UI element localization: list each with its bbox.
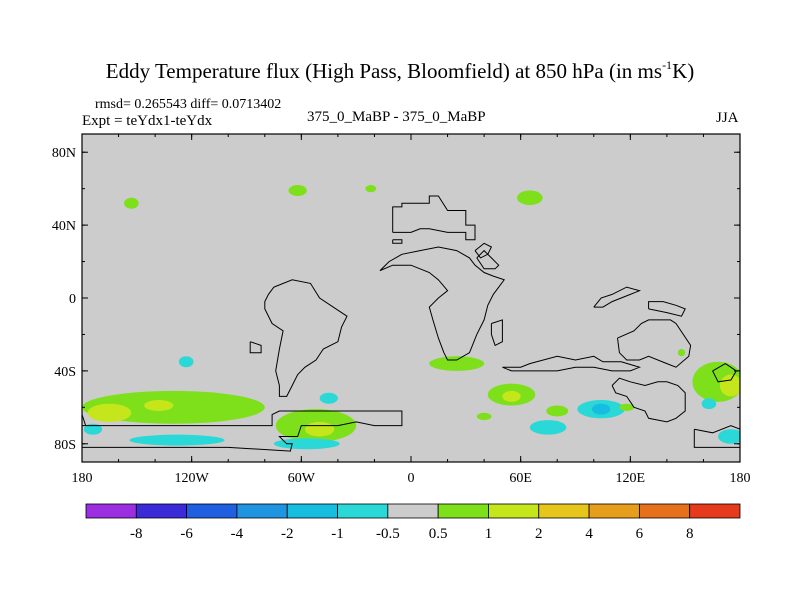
field-region-5 bbox=[129, 434, 225, 446]
field-region-4 bbox=[304, 421, 335, 437]
y-tick-label-3: 40S bbox=[54, 365, 76, 380]
land-outline-14 bbox=[712, 363, 737, 383]
colorbar-label-10: 6 bbox=[636, 526, 644, 542]
colorbar-swatch-12 bbox=[689, 503, 741, 519]
y-tick-label-1: 40N bbox=[52, 219, 76, 234]
field-region-11 bbox=[288, 185, 307, 196]
colorbar-swatch-0 bbox=[85, 503, 137, 519]
land-outline-11 bbox=[617, 319, 692, 368]
colorbar-swatch-5 bbox=[337, 503, 389, 519]
runs-label: 375_0_MaBP - 375_0_MaBP bbox=[307, 109, 486, 125]
y-axis: 80N 40N 0 40S 80S bbox=[52, 146, 740, 453]
land-outline-5 bbox=[249, 341, 262, 354]
colorbar-label-1: -6 bbox=[180, 526, 193, 542]
colorbar-swatch-2 bbox=[186, 503, 238, 519]
field-regions bbox=[82, 185, 740, 450]
title-text: Eddy Temperature flux (High Pass, Bloomf… bbox=[105, 59, 663, 83]
land-outlines bbox=[82, 195, 740, 452]
x-tick-label-6: 180 bbox=[730, 471, 751, 486]
colorbar-label-4: -1 bbox=[331, 526, 344, 542]
field-region-24 bbox=[701, 398, 717, 410]
x-tick-label-3: 0 bbox=[408, 471, 415, 486]
field-region-27 bbox=[476, 412, 492, 421]
x-axis: 180 120W 60W 0 60E 120E 180 bbox=[72, 134, 751, 486]
land-outline-2 bbox=[392, 195, 476, 241]
chart-title: Eddy Temperature flux (High Pass, Bloomf… bbox=[0, 58, 800, 84]
field-region-19 bbox=[591, 403, 611, 415]
land-outline-10 bbox=[502, 355, 642, 372]
colorbar-swatch-4 bbox=[286, 503, 338, 519]
colorbar-swatch-6 bbox=[387, 503, 439, 519]
field-region-23 bbox=[718, 429, 740, 444]
colorbar-label-3: -2 bbox=[281, 526, 294, 542]
colorbar-label-2: -4 bbox=[231, 526, 244, 542]
colorbar-swatch-8 bbox=[488, 503, 540, 519]
field-region-22 bbox=[719, 374, 740, 397]
stats-label: rmsd= 0.265543 diff= 0.0713402 bbox=[95, 97, 282, 112]
field-region-10 bbox=[124, 197, 139, 209]
land-outline-9 bbox=[593, 286, 642, 308]
x-tick-label-5: 120E bbox=[616, 471, 646, 486]
colorbar-swatch-11 bbox=[638, 503, 691, 519]
field-region-9 bbox=[178, 356, 194, 368]
field-region-14 bbox=[429, 356, 485, 371]
land-outline-6 bbox=[379, 246, 506, 361]
x-tick-label-0: 180 bbox=[72, 471, 93, 486]
colorbar-label-9: 4 bbox=[585, 526, 593, 542]
land-outline-1 bbox=[82, 414, 87, 426]
field-region-16 bbox=[502, 390, 521, 402]
field-region-26 bbox=[619, 403, 634, 411]
title-unit-end: K) bbox=[672, 59, 695, 83]
x-tick-label-1: 120W bbox=[175, 471, 210, 486]
land-outline-0 bbox=[82, 410, 403, 452]
field-region-6 bbox=[83, 423, 103, 435]
colorbar-label-0: -8 bbox=[130, 526, 143, 542]
field-region-8 bbox=[319, 392, 338, 404]
colorbar-label-11: 8 bbox=[686, 526, 694, 542]
field-region-17 bbox=[546, 405, 569, 417]
field-region-12 bbox=[517, 190, 543, 206]
expt-label: Expt = teYdx1-teYdx bbox=[82, 113, 213, 129]
land-outline-3 bbox=[392, 239, 403, 244]
land-outline-12 bbox=[648, 301, 686, 317]
field-region-2 bbox=[144, 400, 174, 411]
field-region-13 bbox=[365, 185, 377, 193]
season-label: JJA bbox=[716, 110, 739, 126]
colorbar-swatch-7 bbox=[437, 503, 489, 519]
colorbar: -8 -6 -4 -2 -1 -0.5 0.5 1 2 4 6 8 bbox=[85, 503, 741, 542]
colorbar-swatch-10 bbox=[588, 503, 640, 519]
y-tick-label-4: 80S bbox=[54, 438, 76, 453]
field-region-1 bbox=[87, 403, 132, 422]
land-outline-7 bbox=[490, 319, 503, 347]
land-outline-8 bbox=[474, 242, 493, 259]
field-region-20 bbox=[529, 420, 567, 435]
colorbar-label-7: 1 bbox=[485, 526, 493, 542]
colorbar-label-5: -0.5 bbox=[376, 526, 400, 542]
field-region-7 bbox=[273, 438, 340, 450]
land-outline-15 bbox=[693, 425, 740, 448]
colorbar-label-6: 0.5 bbox=[429, 526, 448, 542]
land-outline-13 bbox=[611, 377, 686, 423]
colorbar-swatch-3 bbox=[236, 503, 288, 519]
colorbar-label-8: 2 bbox=[535, 526, 543, 542]
title-superscript: -1 bbox=[662, 58, 673, 72]
x-tick-label-2: 60W bbox=[288, 471, 316, 486]
x-tick-label-4: 60E bbox=[509, 471, 532, 486]
y-tick-label-2: 0 bbox=[69, 292, 76, 307]
field-region-25 bbox=[677, 349, 686, 357]
land-outline-16 bbox=[476, 249, 500, 270]
y-tick-label-0: 80N bbox=[52, 146, 76, 161]
colorbar-swatch-9 bbox=[538, 503, 590, 519]
land-outline-4 bbox=[264, 279, 348, 397]
colorbar-swatch-1 bbox=[135, 503, 188, 519]
